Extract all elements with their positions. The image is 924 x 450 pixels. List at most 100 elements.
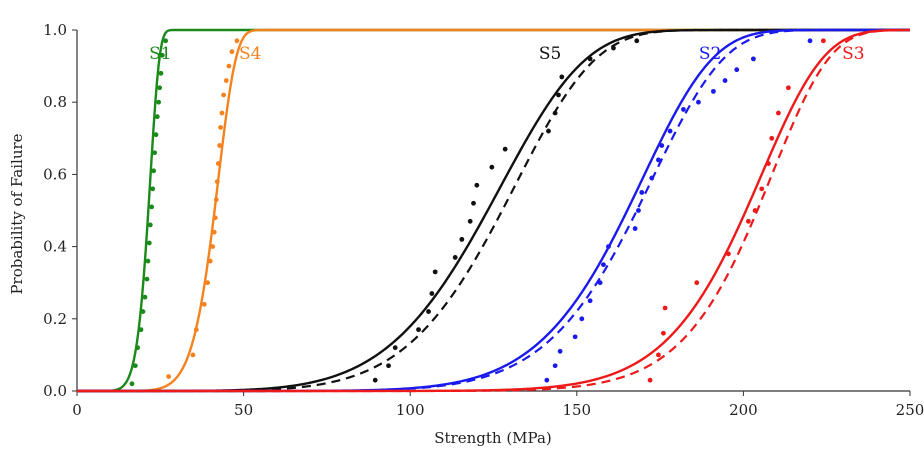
y-tick-label: 0.0 [43,382,67,400]
data-point-s4 [229,49,235,55]
data-point-s1 [145,258,151,264]
data-point-s5 [392,345,398,351]
series-label-s5: S5 [539,44,561,64]
data-point-s5 [416,327,421,333]
fit-curve-dashed-s3 [77,28,911,393]
data-point-s1 [151,168,157,174]
data-point-s5 [426,309,431,314]
data-point-s4 [190,352,196,358]
data-point-s2 [606,244,611,250]
data-point-s2 [639,190,645,195]
data-point-s4 [213,197,219,203]
y-tick-label: 0.2 [43,310,67,328]
data-point-s3 [656,352,661,358]
data-point-s4 [221,92,227,98]
data-point-s1 [138,327,144,333]
data-point-s3 [759,186,765,192]
data-point-s1 [149,204,155,210]
data-point-s2 [711,88,716,94]
data-point-s1 [135,345,141,351]
data-point-s1 [140,309,146,314]
data-point-s2 [696,99,701,105]
data-point-s3 [726,251,731,257]
data-point-s3 [820,38,826,44]
data-point-s5 [611,45,616,51]
data-point-s4 [201,301,207,307]
data-point-s4 [205,280,211,286]
data-point-s4 [223,78,229,83]
data-point-s1 [159,52,165,58]
data-point-s5 [429,291,435,296]
data-point-s5 [471,200,476,206]
y-tick-label: 1.0 [43,21,67,39]
data-point-s1 [129,381,135,387]
data-point-s5 [372,377,378,383]
data-point-s4 [212,215,218,221]
data-point-s5 [559,74,565,80]
y-tick-label: 0.4 [43,238,67,256]
series-label-s2: S2 [699,44,721,64]
data-point-s4 [210,244,216,250]
data-point-s4 [219,110,225,116]
data-point-s5 [452,255,458,260]
data-point-s1 [147,222,153,228]
data-point-s1 [154,114,160,120]
data-point-s3 [775,110,781,116]
data-point-s5 [432,269,438,275]
data-point-s2 [659,143,665,148]
data-point-s4 [166,374,172,379]
fit-curve-s1 [77,28,910,393]
data-point-s2 [552,363,558,369]
data-point-s5 [587,56,593,62]
data-point-s2 [587,298,593,304]
data-point-s2 [649,175,655,181]
data-point-s2 [632,226,638,231]
data-point-s4 [226,63,232,69]
data-point-s4 [193,327,199,333]
x-tick-label: 150 [562,401,591,419]
data-point-s5 [467,218,473,224]
data-point-s3 [785,85,791,91]
y-ticks: 0.0 0.2 0.4 0.6 0.8 1.0 [43,21,77,400]
data-point-s2 [579,316,585,322]
data-point-s1 [157,85,163,91]
data-point-s2 [807,38,813,44]
fit-curve-s5 [77,28,910,393]
series-label-s1: S1 [149,44,171,64]
data-point-s2 [636,208,641,213]
data-point-s1 [142,294,148,300]
data-point-s2 [722,78,728,83]
data-point-s4 [217,143,223,148]
data-point-s5 [459,236,465,242]
data-point-s2 [734,67,740,73]
y-axis-label: Probability of Failure [8,133,26,294]
y-tick-label: 0.6 [43,165,67,183]
data-point-s5 [634,38,640,44]
data-point-s2 [572,334,578,340]
x-tick-label: 0 [72,401,82,419]
data-point-s5 [489,164,495,170]
x-tick-label: 250 [896,401,924,419]
data-point-s1 [158,70,164,76]
y-tick-label: 0.8 [43,93,67,111]
data-point-s1 [150,186,156,192]
data-point-s5 [474,182,480,188]
series-labels: S1 S4 S5 S2 S3 [149,44,865,64]
data-point-s2 [557,348,563,354]
data-point-s5 [386,363,391,369]
data-point-s2 [597,280,603,286]
data-point-s2 [544,377,550,383]
data-point-s5 [546,128,551,134]
data-point-s3 [769,135,775,141]
data-point-s2 [656,157,661,163]
data-point-s2 [750,56,756,62]
data-points [129,38,826,387]
fit-curve-s3 [77,28,911,393]
fit-curve-s4 [77,28,910,393]
x-ticks: 0 50 100 150 200 250 [72,391,924,419]
x-axis-label: Strength (MPa) [434,429,552,447]
data-point-s2 [601,262,606,268]
data-point-s1 [144,276,150,282]
data-point-s3 [647,377,653,383]
